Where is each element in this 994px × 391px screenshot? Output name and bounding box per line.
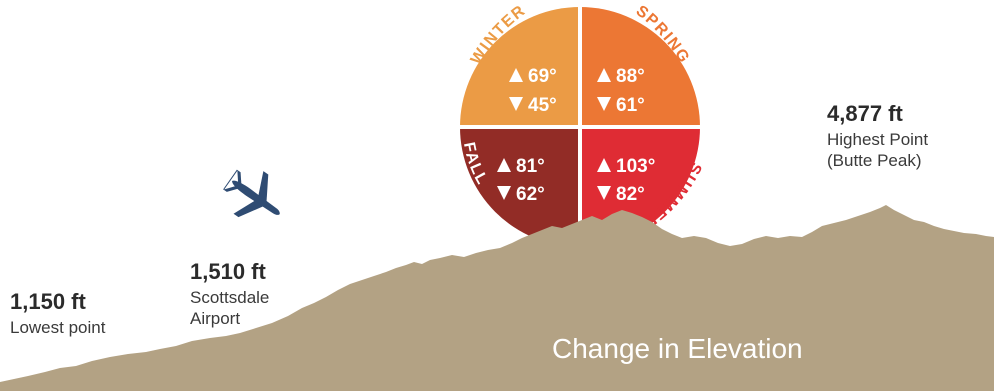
triangle-down-icon <box>597 97 611 111</box>
lowest-elevation-value: 1,150 ft <box>10 289 86 314</box>
summer-temperatures: 103° 82° <box>597 156 655 205</box>
lowest-elevation-label: Lowest point <box>10 318 106 337</box>
highest-elevation-label-line2: (Butte Peak) <box>827 151 922 170</box>
triangle-up-icon <box>597 68 611 82</box>
airport-elevation-label-line1: Scottsdale <box>190 288 270 307</box>
triangle-down-icon <box>597 186 611 200</box>
highest-elevation-value: 4,877 ft <box>827 101 903 126</box>
fall-high: 81° <box>516 156 545 177</box>
fall-temperatures: 81° 62° <box>497 156 545 205</box>
spring-temperatures: 88° 61° <box>597 66 645 116</box>
triangle-down-icon <box>497 186 511 200</box>
summer-high: 103° <box>616 156 655 177</box>
airport-elevation-label-line2: Airport <box>190 309 241 328</box>
fall-low: 62° <box>516 184 545 205</box>
triangle-down-icon <box>509 97 523 111</box>
airplane-icon <box>223 169 280 218</box>
highest-elevation-label-line1: Highest Point <box>827 130 929 149</box>
winter-high: 69° <box>528 66 557 87</box>
spring-low: 61° <box>616 95 645 116</box>
spring-high: 88° <box>616 66 645 87</box>
summer-low: 82° <box>616 184 645 205</box>
winter-quadrant <box>460 7 580 127</box>
airport-elevation-value: 1,510 ft <box>190 259 266 284</box>
change-in-elevation-caption: Change in Elevation <box>552 333 803 364</box>
triangle-up-icon <box>497 158 511 172</box>
triangle-up-icon <box>597 158 611 172</box>
winter-low: 45° <box>528 95 557 116</box>
mountain-terrain <box>0 205 994 391</box>
winter-temperatures: 69° 45° <box>509 66 557 116</box>
fall-quadrant <box>460 127 580 247</box>
triangle-up-icon <box>509 68 523 82</box>
